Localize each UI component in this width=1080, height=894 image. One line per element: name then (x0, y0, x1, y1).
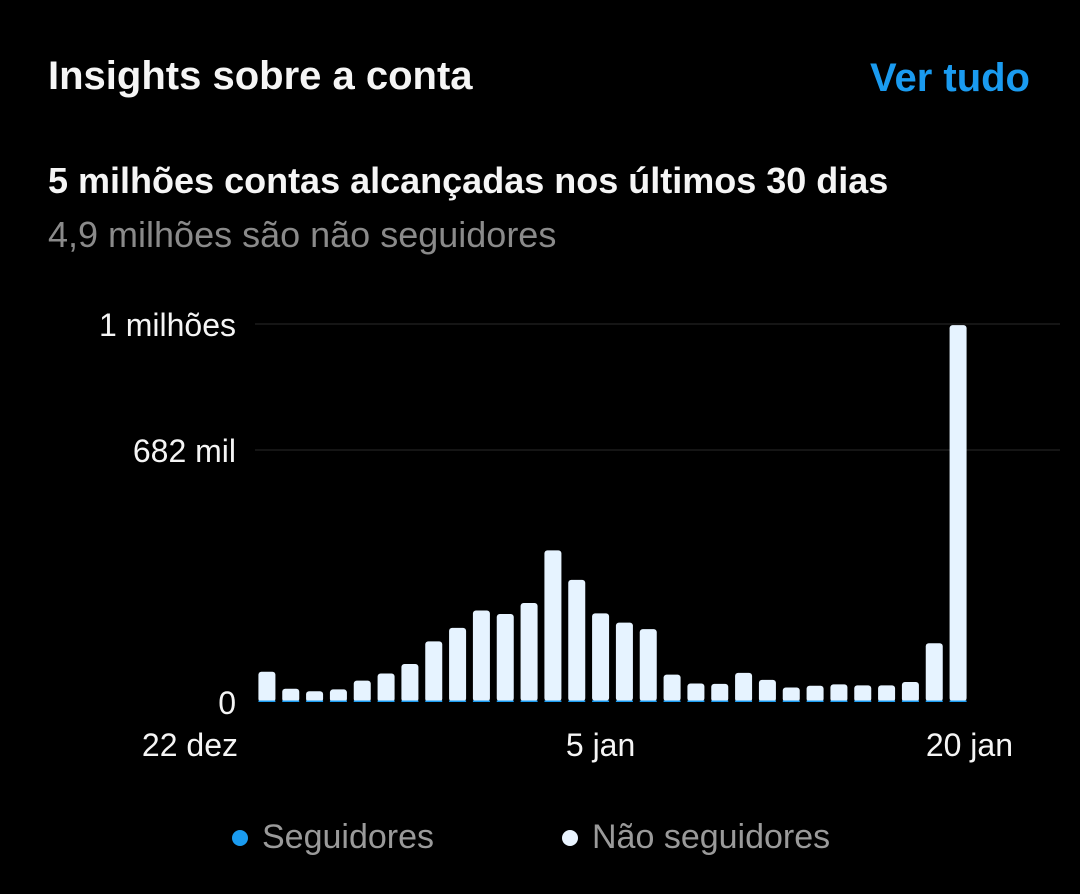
bar-non-followers[interactable] (949, 325, 967, 702)
bar-non-followers[interactable] (353, 680, 371, 702)
bar-followers[interactable] (615, 700, 633, 703)
bar-followers[interactable] (449, 700, 467, 703)
legend-label-non-followers: Não seguidores (592, 818, 831, 856)
bar-non-followers[interactable] (449, 627, 467, 702)
bar-non-followers[interactable] (377, 673, 395, 702)
reach-bar-chart: 0 682 mil 1 milhões 22 dez 5 jan 20 jan (99, 307, 1060, 763)
bar-followers[interactable] (854, 700, 872, 703)
non-followers-summary: 4,9 milhões são não seguidores (48, 214, 557, 255)
bar-non-followers[interactable] (592, 613, 610, 701)
bar-followers[interactable] (663, 700, 681, 703)
bar-non-followers[interactable] (663, 674, 681, 702)
y-tick-label: 682 mil (133, 433, 236, 469)
x-tick-label: 5 jan (566, 727, 635, 763)
bar-non-followers[interactable] (758, 679, 776, 702)
bar-followers[interactable] (353, 700, 371, 703)
bar-followers[interactable] (782, 700, 800, 703)
bar-non-followers[interactable] (711, 683, 729, 702)
bar-followers[interactable] (329, 700, 347, 703)
y-tick-label: 0 (218, 685, 236, 721)
bar-followers[interactable] (544, 700, 562, 703)
bar-non-followers[interactable] (901, 682, 919, 702)
bar-non-followers[interactable] (568, 579, 586, 702)
bar-followers[interactable] (258, 700, 276, 703)
bar-followers[interactable] (639, 700, 657, 703)
bar-non-followers[interactable] (472, 610, 490, 702)
bar-non-followers[interactable] (401, 663, 419, 702)
chart-legend: Seguidores Não seguidores (0, 818, 1080, 862)
bar-followers[interactable] (687, 700, 705, 703)
bar-followers[interactable] (377, 700, 395, 703)
bar-non-followers[interactable] (806, 685, 824, 702)
bar-followers[interactable] (520, 700, 538, 703)
see-all-link[interactable]: Ver tudo (869, 56, 1030, 100)
bar-followers[interactable] (949, 700, 967, 703)
bar-followers[interactable] (282, 700, 300, 703)
bar-non-followers[interactable] (282, 688, 300, 702)
bar-non-followers[interactable] (782, 687, 800, 702)
bar-non-followers[interactable] (735, 672, 753, 702)
bar-followers[interactable] (711, 700, 729, 703)
bar-followers[interactable] (806, 700, 824, 703)
bar-followers[interactable] (401, 700, 419, 703)
x-tick-label: 20 jan (926, 727, 1013, 763)
legend-dot-followers (232, 829, 248, 846)
bar-followers[interactable] (925, 700, 943, 703)
legend-dot-non-followers (562, 829, 578, 846)
bar-non-followers[interactable] (854, 685, 872, 702)
bar-non-followers[interactable] (925, 643, 943, 702)
bar-non-followers[interactable] (306, 691, 324, 702)
legend-label-followers: Seguidores (262, 818, 435, 856)
bar-non-followers[interactable] (639, 629, 657, 702)
bar-non-followers[interactable] (544, 550, 562, 702)
legend-item-followers[interactable]: Seguidores (232, 818, 434, 857)
legend-item-non-followers[interactable]: Não seguidores (562, 818, 830, 857)
bar-followers[interactable] (472, 700, 490, 703)
bar-non-followers[interactable] (878, 685, 896, 702)
bar-followers[interactable] (735, 700, 753, 703)
bar-followers[interactable] (306, 700, 324, 703)
bar-followers[interactable] (758, 700, 776, 703)
bar-followers[interactable] (901, 700, 919, 703)
bar-non-followers[interactable] (687, 683, 705, 702)
bar-followers[interactable] (496, 700, 514, 703)
x-tick-label: 22 dez (142, 727, 238, 763)
bar-non-followers[interactable] (329, 689, 347, 702)
bar-followers[interactable] (592, 700, 610, 703)
y-tick-label: 1 milhões (99, 307, 236, 343)
bar-non-followers[interactable] (425, 641, 443, 702)
bar-non-followers[interactable] (615, 622, 633, 701)
bar-followers[interactable] (568, 700, 586, 703)
bar-followers[interactable] (425, 700, 443, 703)
reach-summary: 5 milhões contas alcançadas nos últimos … (48, 160, 889, 201)
bar-non-followers[interactable] (496, 614, 514, 702)
bar-non-followers[interactable] (258, 671, 276, 702)
section-title: Insights sobre a conta (48, 54, 473, 98)
bar-non-followers[interactable] (520, 602, 538, 702)
bar-followers[interactable] (830, 700, 848, 703)
bar-followers[interactable] (878, 700, 896, 703)
bar-non-followers[interactable] (830, 684, 848, 702)
